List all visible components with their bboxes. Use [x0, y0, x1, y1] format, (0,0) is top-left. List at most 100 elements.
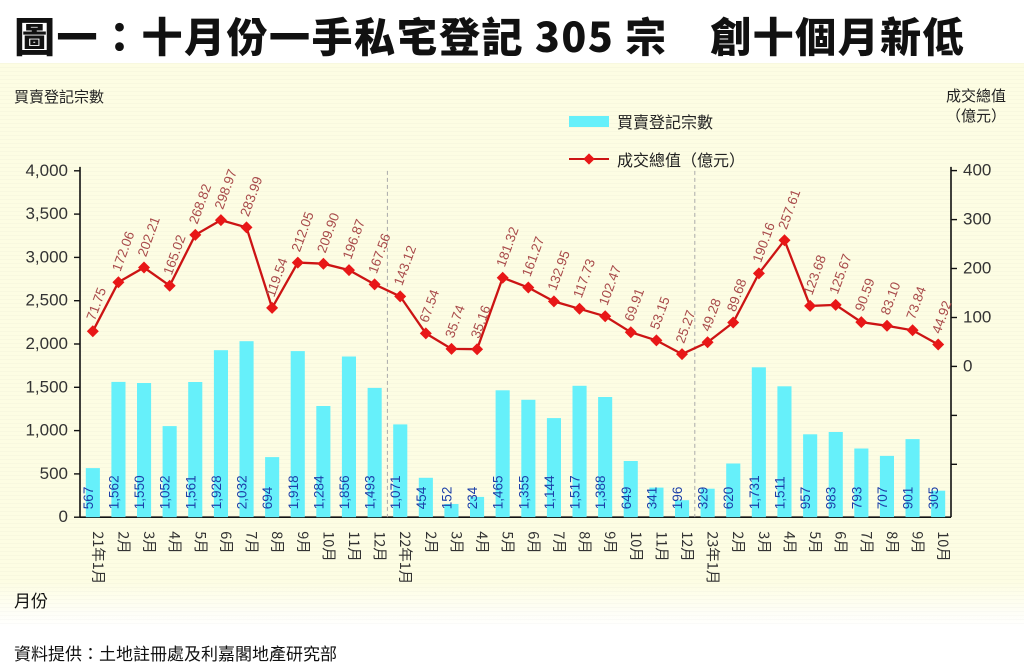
svg-text:181.32: 181.32 [493, 225, 521, 269]
svg-text:49.28: 49.28 [698, 296, 724, 333]
svg-text:89.68: 89.68 [724, 277, 750, 314]
svg-text:11月: 11月 [651, 531, 672, 562]
svg-text:1,465: 1,465 [491, 475, 506, 509]
svg-text:23年1月: 23年1月 [703, 531, 724, 584]
svg-text:3月: 3月 [447, 531, 468, 554]
svg-text:67.54: 67.54 [417, 287, 443, 324]
svg-text:2,032: 2,032 [235, 475, 250, 509]
svg-text:69.91: 69.91 [622, 286, 648, 323]
svg-text:567: 567 [81, 487, 96, 510]
svg-text:90.59: 90.59 [852, 276, 878, 313]
svg-text:3,500: 3,500 [25, 204, 68, 223]
svg-text:10月: 10月 [933, 531, 954, 562]
svg-text:268.82: 268.82 [186, 182, 214, 226]
svg-text:1,856: 1,856 [337, 475, 352, 509]
svg-text:71.75: 71.75 [84, 285, 110, 322]
svg-text:305: 305 [926, 487, 941, 510]
svg-text:11月: 11月 [344, 531, 365, 562]
svg-text:12月: 12月 [677, 531, 698, 562]
svg-text:1,388: 1,388 [593, 475, 608, 509]
svg-text:22年1月: 22年1月 [395, 531, 416, 584]
svg-text:3,000: 3,000 [25, 247, 68, 266]
svg-text:9月: 9月 [600, 531, 621, 554]
svg-text:901: 901 [901, 487, 916, 510]
svg-text:209.90: 209.90 [314, 211, 342, 255]
svg-text:73.84: 73.84 [903, 284, 929, 321]
svg-text:196: 196 [670, 487, 685, 510]
svg-text:1,511: 1,511 [773, 476, 788, 509]
svg-text:4月: 4月 [472, 531, 493, 554]
svg-text:212.05: 212.05 [289, 210, 317, 254]
svg-text:143.12: 143.12 [391, 243, 419, 287]
svg-text:0: 0 [963, 356, 972, 375]
svg-text:190.16: 190.16 [750, 220, 778, 264]
svg-text:117.73: 117.73 [570, 257, 598, 300]
svg-text:2月: 2月 [421, 531, 442, 554]
svg-text:1,731: 1,731 [747, 475, 762, 509]
svg-text:5月: 5月 [805, 531, 826, 554]
svg-text:7月: 7月 [856, 531, 877, 554]
svg-text:500: 500 [40, 464, 68, 483]
svg-text:161.27: 161.27 [519, 235, 547, 279]
svg-text:9月: 9月 [293, 531, 314, 554]
svg-text:10月: 10月 [318, 531, 339, 562]
svg-text:2,500: 2,500 [25, 291, 68, 310]
svg-text:83.10: 83.10 [878, 280, 904, 317]
svg-text:4月: 4月 [165, 531, 186, 554]
svg-text:283.99: 283.99 [237, 174, 265, 218]
svg-text:957: 957 [798, 487, 813, 510]
svg-text:200: 200 [963, 259, 991, 278]
svg-text:8月: 8月 [267, 531, 288, 554]
svg-text:300: 300 [963, 210, 991, 229]
svg-text:167.56: 167.56 [365, 231, 393, 275]
svg-text:1,000: 1,000 [25, 421, 68, 440]
svg-text:1,355: 1,355 [516, 475, 531, 509]
svg-text:1,928: 1,928 [209, 475, 224, 509]
svg-text:1,517: 1,517 [568, 475, 583, 509]
svg-text:1,284: 1,284 [311, 475, 326, 509]
svg-text:707: 707 [875, 487, 890, 510]
svg-text:10月: 10月 [626, 531, 647, 562]
svg-text:649: 649 [619, 487, 634, 510]
svg-text:400: 400 [963, 161, 991, 180]
svg-text:1,562: 1,562 [106, 475, 121, 509]
svg-text:2月: 2月 [728, 531, 749, 554]
svg-text:2,000: 2,000 [25, 334, 68, 353]
svg-text:4月: 4月 [780, 531, 801, 554]
svg-text:5月: 5月 [498, 531, 519, 554]
svg-text:6月: 6月 [831, 531, 852, 554]
svg-text:12月: 12月 [370, 531, 391, 562]
svg-text:1,561: 1,561 [183, 475, 198, 509]
svg-text:1,144: 1,144 [542, 475, 557, 509]
svg-text:0: 0 [59, 507, 68, 526]
svg-text:5月: 5月 [190, 531, 211, 554]
svg-text:53.15: 53.15 [647, 295, 673, 332]
svg-text:1,052: 1,052 [158, 475, 173, 509]
svg-text:3月: 3月 [139, 531, 160, 554]
svg-text:7月: 7月 [549, 531, 570, 554]
svg-text:152: 152 [440, 487, 455, 510]
svg-text:9月: 9月 [908, 531, 929, 554]
svg-text:983: 983 [824, 487, 839, 510]
svg-text:202.21: 202.21 [135, 215, 163, 259]
svg-text:35.74: 35.74 [442, 303, 468, 340]
svg-text:196.87: 196.87 [340, 217, 368, 261]
svg-text:454: 454 [414, 486, 429, 509]
svg-text:341: 341 [644, 487, 659, 510]
svg-text:123.68: 123.68 [801, 253, 829, 297]
svg-text:1,550: 1,550 [132, 475, 147, 509]
svg-text:102.47: 102.47 [596, 263, 624, 307]
svg-text:1,918: 1,918 [286, 475, 301, 509]
svg-text:119.54: 119.54 [263, 255, 291, 298]
svg-text:793: 793 [849, 487, 864, 510]
svg-text:172.06: 172.06 [109, 229, 137, 273]
svg-text:3月: 3月 [754, 531, 775, 554]
svg-text:298.97: 298.97 [212, 167, 240, 211]
svg-text:6月: 6月 [216, 531, 237, 554]
svg-text:1,500: 1,500 [25, 377, 68, 396]
svg-text:329: 329 [696, 487, 711, 510]
svg-text:125.67: 125.67 [826, 252, 854, 296]
svg-text:694: 694 [260, 486, 275, 509]
svg-text:257.61: 257.61 [775, 187, 803, 231]
svg-text:620: 620 [721, 487, 736, 510]
